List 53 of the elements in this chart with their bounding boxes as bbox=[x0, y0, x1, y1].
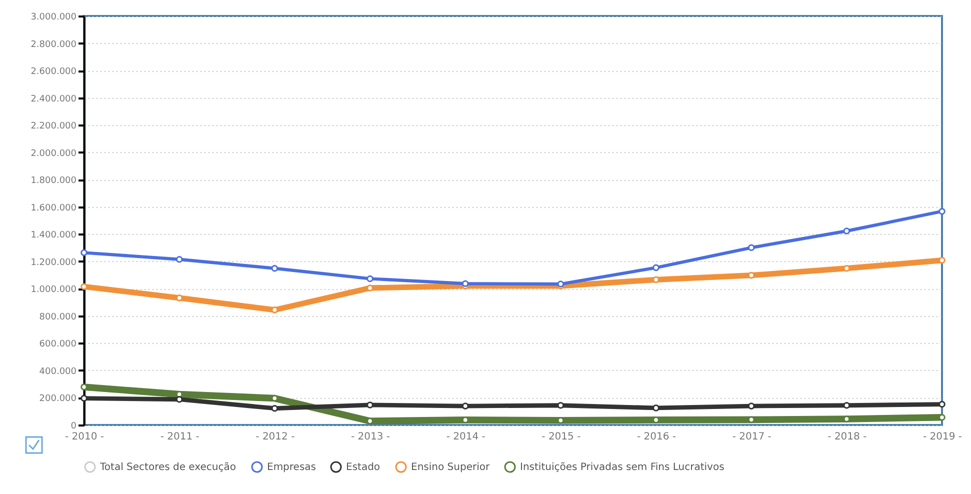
x-tick-label: - 2016 - bbox=[636, 432, 676, 442]
point bbox=[462, 402, 469, 410]
x-tick-label: - 2012 - bbox=[256, 432, 296, 442]
x-tick-label: - 2015 - bbox=[542, 432, 582, 442]
y-tick-label: 2.400.000 bbox=[30, 94, 77, 104]
point bbox=[843, 228, 850, 234]
legend-label: Instituições Privadas sem Fins Lucrativos bbox=[520, 462, 724, 473]
point bbox=[176, 396, 183, 403]
y-tick-label: 800.000 bbox=[39, 312, 77, 322]
point bbox=[80, 394, 88, 402]
x-tick-label: - 2010 - bbox=[64, 432, 104, 442]
y-tick-label: 200.000 bbox=[39, 394, 77, 404]
x-tick-label: - 2017 - bbox=[732, 432, 772, 442]
point bbox=[271, 264, 278, 272]
x-tick-label: - 2014 - bbox=[446, 432, 486, 442]
point bbox=[938, 256, 946, 264]
point bbox=[176, 256, 183, 263]
x-tick-label: - 2013 - bbox=[350, 432, 390, 442]
legend-label: Empresas bbox=[267, 462, 316, 473]
point bbox=[938, 400, 946, 408]
y-tick-label: 1.200.000 bbox=[30, 258, 77, 268]
point bbox=[80, 249, 88, 256]
y-tick-label: 2.600.000 bbox=[30, 67, 77, 78]
point bbox=[748, 244, 755, 252]
y-tick-label: 3.000.000 bbox=[30, 12, 77, 22]
y-tick-label: 1.400.000 bbox=[30, 230, 77, 241]
y-tick-label: 1.800.000 bbox=[30, 176, 77, 186]
y-tick-label: 2.200.000 bbox=[30, 122, 77, 132]
point bbox=[462, 280, 469, 288]
y-tick-label: 2.000.000 bbox=[30, 148, 77, 159]
y-tick-label: 1.600.000 bbox=[30, 203, 77, 214]
legend-label: Total Sectores de execução bbox=[99, 462, 236, 473]
x-tick-label: - 2011 - bbox=[160, 432, 200, 442]
point bbox=[557, 402, 564, 409]
legend-label: Ensino Superior bbox=[411, 462, 490, 473]
legend-label: Estado bbox=[346, 462, 380, 473]
point bbox=[366, 284, 374, 292]
point bbox=[80, 283, 88, 290]
point bbox=[271, 404, 278, 412]
y-tick-label: 400.000 bbox=[39, 366, 77, 377]
x-tick-label: - 2018 - bbox=[828, 432, 868, 442]
x-tick-label: - 2019 - bbox=[922, 432, 962, 442]
point bbox=[652, 404, 660, 412]
point bbox=[748, 402, 755, 410]
y-tick-label: 600.000 bbox=[39, 340, 77, 350]
y-tick-label: 0 bbox=[70, 422, 77, 432]
point bbox=[652, 264, 660, 272]
y-tick-label: 2.800.000 bbox=[30, 40, 77, 50]
point bbox=[843, 402, 850, 409]
point bbox=[366, 402, 374, 408]
point bbox=[938, 208, 946, 215]
point bbox=[366, 275, 374, 282]
y-tick-label: 1.000.000 bbox=[30, 285, 77, 296]
